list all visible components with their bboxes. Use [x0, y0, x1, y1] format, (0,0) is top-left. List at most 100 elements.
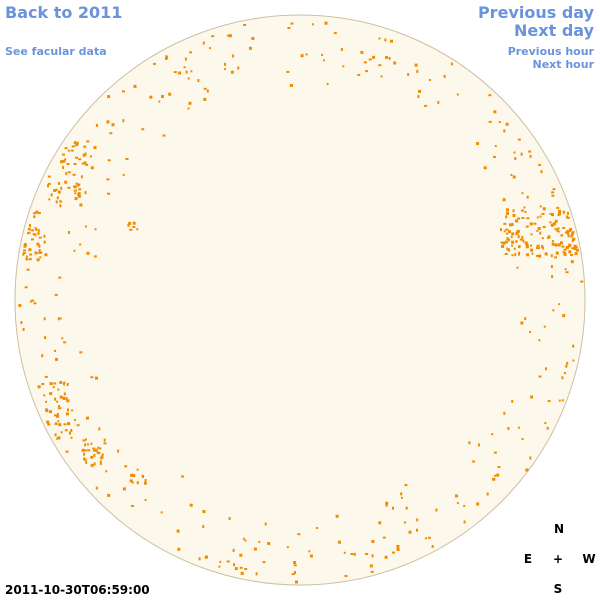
facula: [369, 564, 373, 568]
facular-link[interactable]: See facular data: [5, 45, 107, 58]
facula: [416, 528, 418, 532]
facula: [76, 183, 80, 187]
facula: [511, 222, 514, 226]
facula: [86, 251, 90, 255]
facula: [518, 251, 521, 255]
facula: [510, 235, 513, 238]
previous-hour-link[interactable]: Previous hour: [507, 45, 594, 58]
facula: [204, 555, 208, 559]
facula: [57, 413, 59, 415]
facula: [187, 107, 190, 110]
facula: [61, 159, 65, 163]
facula: [505, 122, 509, 126]
facula: [572, 359, 575, 362]
next-hour-link[interactable]: Next hour: [532, 58, 595, 71]
facula: [536, 244, 540, 247]
facula: [39, 256, 42, 259]
facula: [122, 173, 125, 176]
facula: [566, 216, 570, 219]
facula: [512, 209, 515, 213]
facula: [44, 375, 48, 378]
facula: [580, 280, 584, 283]
back-link[interactable]: Back to 2011: [5, 3, 123, 22]
facula: [65, 172, 68, 176]
facula: [324, 21, 328, 25]
facula: [551, 242, 555, 246]
facula: [427, 536, 431, 539]
previous-day-link[interactable]: Previous day: [477, 3, 594, 22]
facula: [504, 240, 508, 244]
facula: [521, 192, 524, 195]
facula: [505, 215, 508, 219]
facula: [107, 192, 111, 195]
facula: [97, 446, 100, 449]
facula: [497, 466, 501, 469]
facula: [28, 258, 32, 261]
facula: [56, 437, 59, 440]
facula: [178, 71, 182, 75]
facula: [575, 248, 579, 252]
facula: [232, 548, 235, 552]
facula: [55, 200, 58, 204]
facula: [248, 46, 252, 50]
facula: [511, 232, 515, 236]
facula: [73, 249, 76, 252]
facula: [512, 214, 516, 217]
facula: [34, 251, 38, 255]
facula: [255, 572, 258, 576]
facula: [58, 423, 62, 427]
facula: [530, 248, 534, 252]
facula: [83, 145, 87, 148]
facula: [65, 450, 69, 453]
facula: [183, 66, 186, 69]
facula: [83, 449, 87, 452]
facula: [70, 436, 73, 439]
next-day-link[interactable]: Next day: [514, 21, 594, 40]
facula: [552, 222, 556, 226]
facula: [209, 47, 211, 50]
facula: [63, 392, 66, 396]
facula: [521, 236, 524, 239]
facula: [463, 520, 466, 524]
facula: [57, 190, 61, 194]
facula: [477, 443, 480, 447]
facula: [129, 228, 133, 231]
facula: [363, 61, 367, 64]
facula: [61, 337, 64, 340]
facula: [437, 100, 440, 104]
facula: [563, 252, 567, 256]
facula: [62, 166, 65, 169]
facula: [384, 555, 388, 559]
facula: [122, 487, 126, 491]
facula: [513, 247, 516, 250]
facula: [101, 454, 104, 458]
facula: [188, 101, 192, 105]
facula: [562, 227, 566, 229]
facula: [33, 302, 37, 305]
facula: [493, 155, 496, 158]
facula: [27, 228, 30, 231]
facula: [90, 463, 94, 467]
facula: [443, 74, 446, 78]
facula: [64, 158, 67, 161]
facula: [290, 22, 294, 25]
facula: [568, 250, 572, 254]
facula: [99, 462, 102, 465]
facula: [105, 470, 108, 473]
facula: [565, 364, 568, 368]
facula: [502, 241, 506, 245]
facula: [365, 70, 369, 73]
facula: [572, 344, 575, 348]
facula: [144, 479, 147, 482]
facula: [184, 57, 187, 61]
facula: [552, 188, 556, 191]
facula: [90, 442, 93, 445]
facula: [60, 200, 63, 203]
facula: [566, 229, 570, 233]
facula: [537, 227, 541, 230]
facula: [483, 166, 487, 170]
facula: [554, 219, 558, 223]
facula: [353, 552, 356, 556]
facula: [544, 252, 548, 256]
